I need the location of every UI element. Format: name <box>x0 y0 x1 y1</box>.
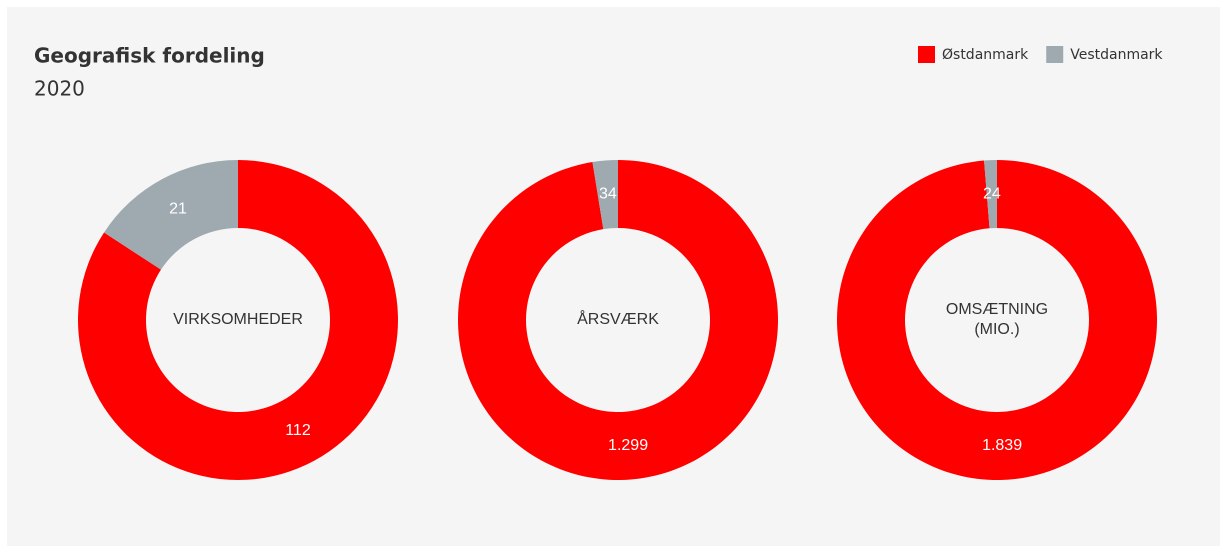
donut-slice <box>78 160 399 481</box>
center-label: VIRKSOMHEDER <box>173 311 303 328</box>
value-label: 24 <box>983 185 1001 202</box>
value-label: 112 <box>285 422 311 439</box>
center-label: ÅRSVÆRK <box>577 309 659 328</box>
value-label: 1.299 <box>608 437 648 454</box>
legend-label: Østdanmark <box>942 47 1029 63</box>
donut-slice <box>592 160 618 230</box>
center-label: (MIO.) <box>974 321 1019 338</box>
legend-label: Vestdanmark <box>1070 47 1163 63</box>
value-label: 1.839 <box>982 437 1022 454</box>
legend-swatch <box>1046 46 1064 63</box>
donut-slice <box>836 160 1158 480</box>
value-label: 21 <box>169 200 187 217</box>
center-label: OMSÆTNING <box>946 301 1048 318</box>
donut-slice <box>458 160 779 481</box>
value-label: 34 <box>599 186 617 203</box>
legend-swatch <box>918 46 935 63</box>
donut-slice <box>104 160 238 270</box>
donut-slice <box>984 160 997 229</box>
title: Geografisk fordeling <box>34 44 265 68</box>
subtitle: 2020 <box>34 77 85 101</box>
